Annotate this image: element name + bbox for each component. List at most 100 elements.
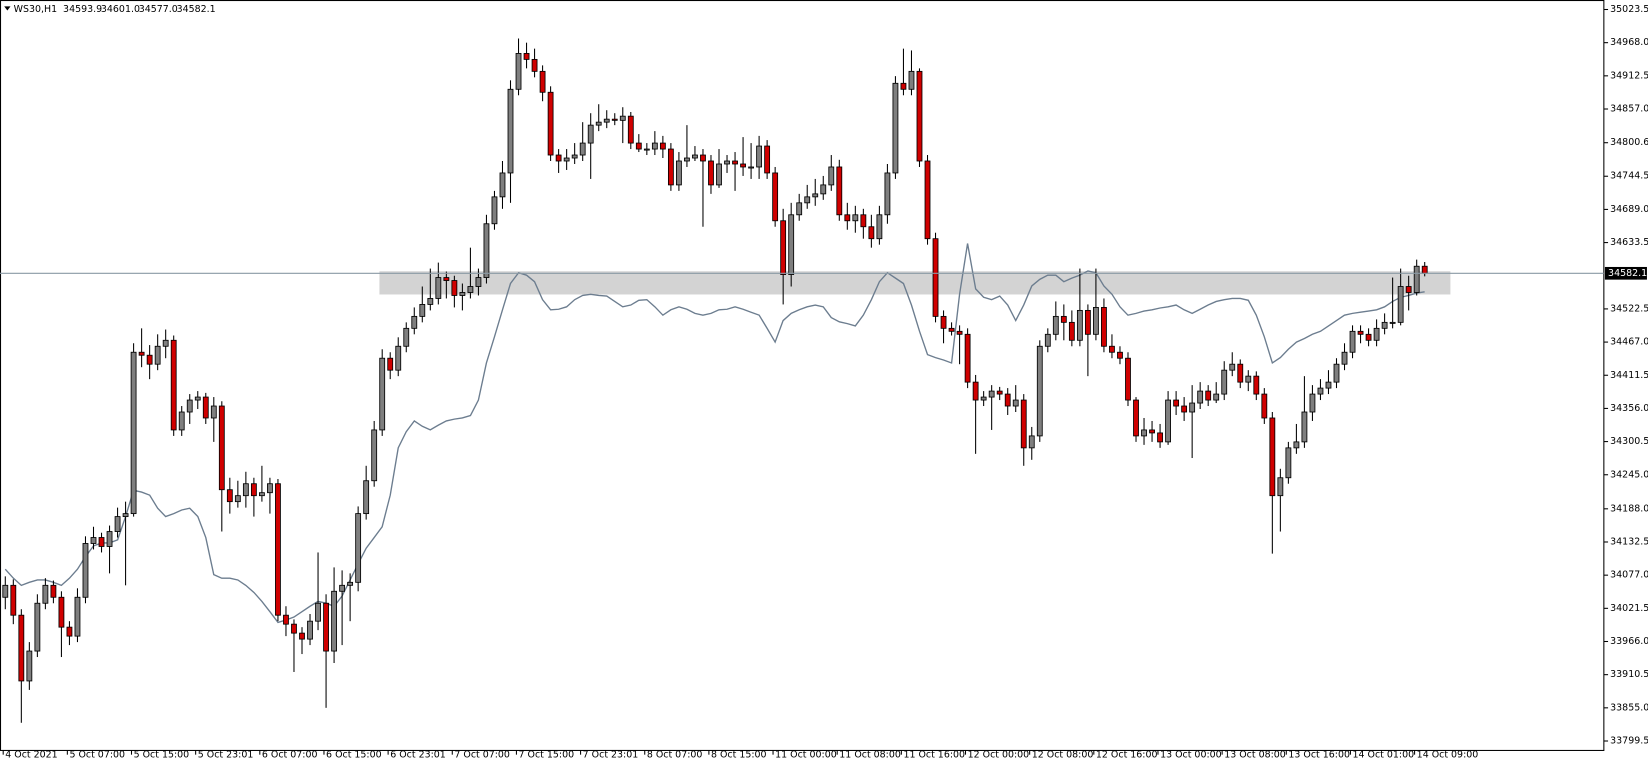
candle-body: [972, 381, 979, 401]
candle-body: [692, 154, 698, 159]
candle-body: [1293, 441, 1300, 449]
candle-body: [876, 214, 883, 240]
candle-body: [1189, 402, 1196, 413]
candle-body: [940, 315, 947, 329]
candle-body: [635, 142, 642, 150]
candle-body: [194, 396, 201, 401]
x-tick-label: 6 Oct 07:00: [262, 750, 318, 761]
candle-body: [98, 537, 105, 547]
x-tick-label: 14 Oct 09:00: [1417, 750, 1479, 761]
candle-body: [1309, 393, 1316, 413]
candle-body: [1389, 321, 1396, 324]
x-tick-label: 13 Oct 16:00: [1288, 750, 1350, 761]
candle-body: [395, 345, 402, 371]
candle-body: [836, 166, 843, 216]
candle-body: [1165, 399, 1171, 443]
candle-body: [339, 584, 346, 592]
candle-body: [331, 590, 337, 652]
ohlc-high: 34601.0: [101, 4, 140, 15]
candle-body: [1221, 369, 1228, 395]
candle-body: [483, 223, 490, 278]
y-tick-label: 34857.0: [1610, 103, 1648, 114]
x-tick-label: 8 Oct 07:00: [647, 750, 703, 761]
candle-body: [210, 405, 217, 419]
candle-body: [1277, 477, 1284, 497]
y-tick-label: 34245.0: [1610, 469, 1648, 480]
candle-body: [403, 327, 410, 347]
candle-body: [643, 148, 650, 151]
candle-body: [1157, 432, 1163, 443]
candle-body: [996, 390, 1003, 395]
candle-body: [627, 115, 634, 144]
ohlc-open: 34593.9: [63, 4, 102, 15]
candle-body: [1381, 321, 1388, 329]
candle-body: [667, 148, 674, 186]
candle-body: [868, 226, 875, 240]
symbol-menu-icon[interactable]: [4, 6, 11, 11]
candle-body: [1036, 345, 1043, 437]
candle-body: [178, 411, 185, 431]
price-zone: [379, 271, 1451, 295]
candle-body: [780, 220, 787, 275]
candle-body: [1285, 447, 1292, 479]
x-tick-label: 4 Oct 2021: [5, 750, 57, 761]
symbol-title: WS30,H1: [14, 4, 57, 15]
candle-body: [355, 513, 362, 583]
x-tick-label: 14 Oct 01:00: [1353, 750, 1415, 761]
candle-body: [202, 396, 209, 419]
candle-body: [1341, 351, 1348, 365]
y-tick-label: 34077.0: [1610, 570, 1648, 581]
candle-body: [1405, 286, 1412, 293]
candle-body: [932, 238, 939, 317]
candle-body: [323, 602, 329, 652]
candle-body: [170, 339, 177, 431]
candle-body: [259, 492, 265, 497]
candle-body: [34, 602, 41, 652]
y-tick-label: 34467.0: [1610, 337, 1648, 348]
candle-body: [1012, 399, 1019, 407]
candle-body: [659, 142, 666, 150]
candle-body: [788, 214, 795, 275]
y-tick-label: 33799.5: [1610, 735, 1648, 746]
x-tick-label: 13 Oct 08:00: [1224, 750, 1286, 761]
candle-body: [523, 53, 530, 60]
x-tick-label: 7 Oct 07:00: [454, 750, 510, 761]
candle-body: [764, 145, 771, 174]
candle-body: [1349, 330, 1356, 353]
candle-body: [499, 172, 506, 198]
candle-body: [507, 88, 514, 174]
candle-body: [307, 620, 313, 640]
candle-body: [812, 193, 819, 198]
candle-body: [250, 483, 257, 497]
candle-body: [916, 70, 923, 162]
candle-body: [162, 339, 169, 347]
current-price-label: 34582.1: [1608, 268, 1647, 279]
candle-body: [1060, 315, 1067, 323]
candle-body: [291, 623, 297, 634]
x-tick-label: 6 Oct 15:00: [326, 750, 382, 761]
candle-body: [387, 357, 394, 371]
candle-body: [1117, 351, 1123, 359]
x-tick-label: 13 Oct 00:00: [1160, 750, 1222, 761]
y-tick-label: 34744.5: [1610, 171, 1648, 182]
candle-body: [1052, 315, 1059, 335]
candle-body: [1357, 330, 1364, 335]
candle-body: [684, 157, 690, 162]
candle-body: [1076, 309, 1083, 341]
candle-body: [106, 531, 113, 547]
candle-body: [419, 304, 426, 317]
x-tick-label: 5 Oct 23:01: [198, 750, 254, 761]
y-tick-label: 34689.0: [1610, 204, 1648, 215]
candle-body: [619, 115, 626, 121]
candle-body: [1245, 375, 1252, 383]
candle-body: [1421, 265, 1428, 274]
overlay-line: [4, 243, 1425, 624]
candle-body: [563, 157, 570, 162]
candle-body: [50, 584, 57, 598]
candle-body: [1197, 390, 1204, 404]
candle-body: [1333, 363, 1340, 383]
candle-body: [146, 354, 153, 365]
candle-body: [379, 357, 386, 431]
